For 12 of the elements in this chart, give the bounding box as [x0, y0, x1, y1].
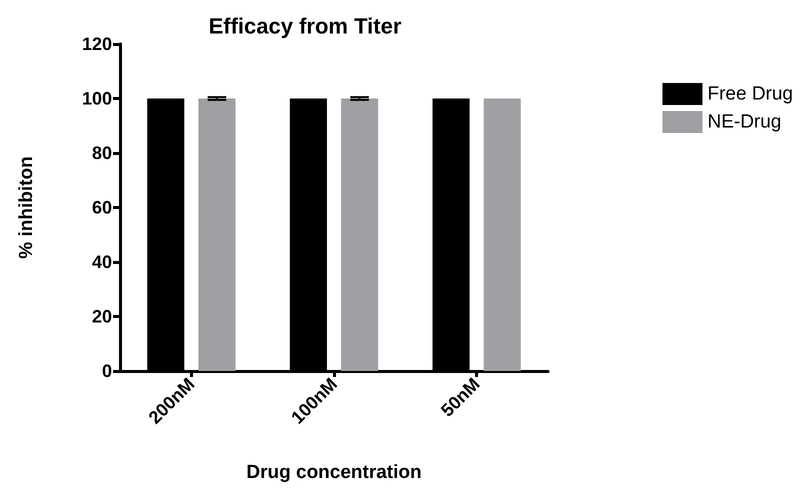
y-tick-label: 20 — [92, 306, 112, 326]
x-axis-title: Drug concentration — [246, 462, 422, 483]
y-tick-label: 40 — [92, 252, 112, 272]
legend-label: NE-Drug — [707, 112, 782, 132]
y-tick-label: 80 — [92, 143, 112, 163]
legend-label: Free Drug — [707, 84, 794, 104]
y-tick-label: 0 — [102, 361, 112, 381]
y-axis-title: % inhibiton — [16, 156, 37, 259]
y-tick-label: 60 — [92, 198, 112, 218]
chart-title: Efficacy from Titer — [208, 14, 402, 38]
y-tick-label: 120 — [82, 34, 112, 54]
y-tick-label: 100 — [82, 88, 112, 108]
